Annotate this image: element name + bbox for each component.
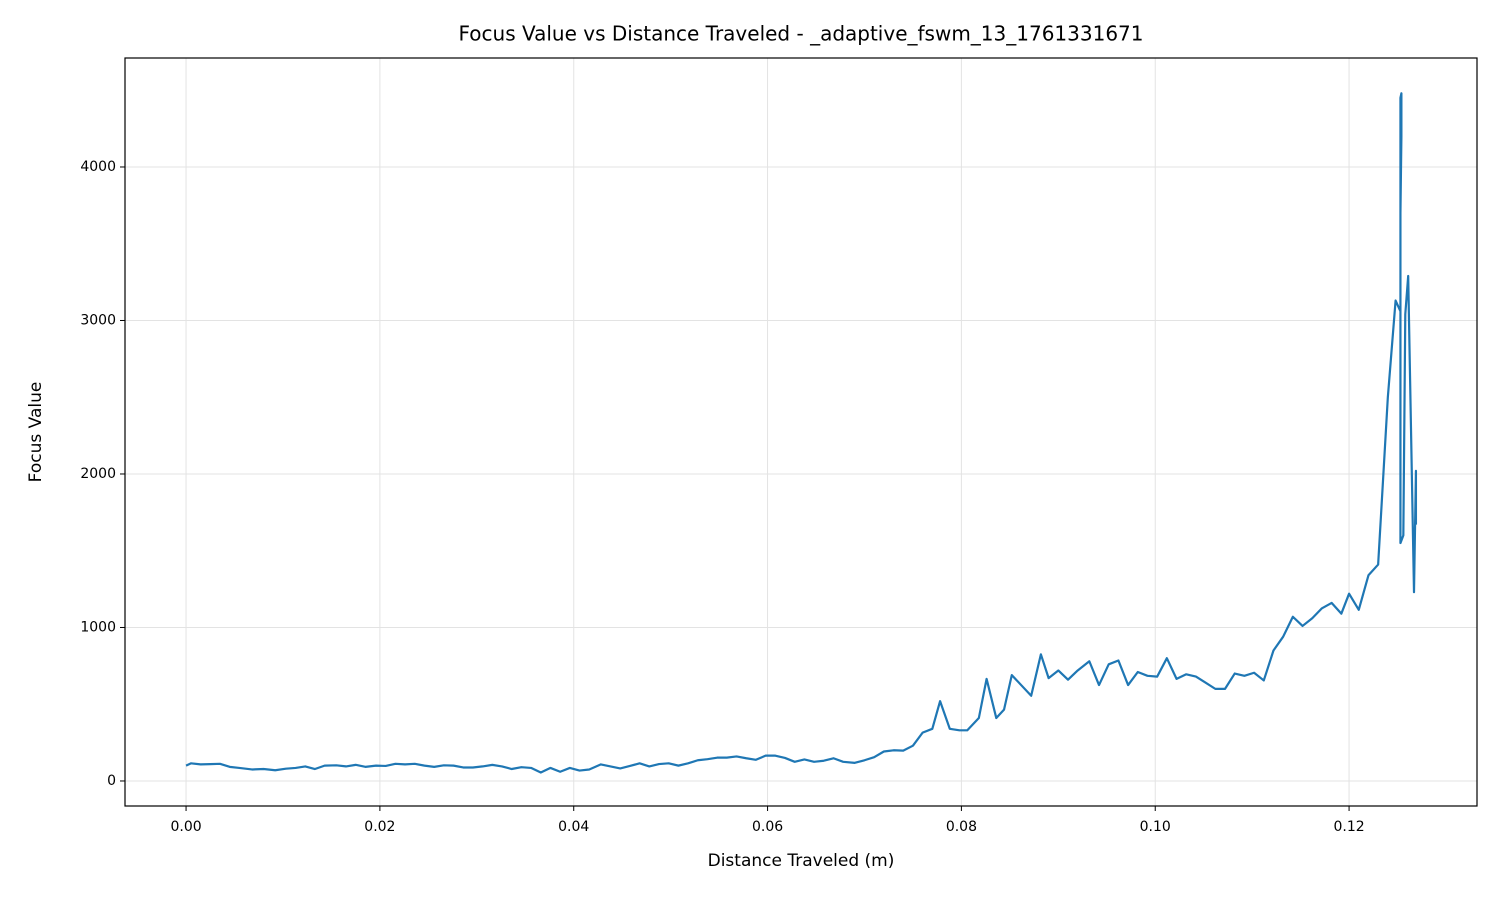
x-tick-label: 0.00 <box>170 819 201 835</box>
y-tick-label: 3000 <box>80 312 116 328</box>
x-tick-label: 0.12 <box>1333 819 1364 835</box>
y-axis-label: Focus Value <box>26 382 46 483</box>
x-axis-label: Distance Traveled (m) <box>708 851 895 871</box>
grid <box>125 58 1477 806</box>
chart-title: Focus Value vs Distance Traveled - _adap… <box>459 22 1144 46</box>
x-tick-label: 0.02 <box>364 819 395 835</box>
y-tick-label: 0 <box>107 773 116 789</box>
x-tick-label: 0.04 <box>558 819 589 835</box>
x-tick-label: 0.06 <box>752 819 783 835</box>
y-tick-label: 2000 <box>80 466 116 482</box>
y-tick-label: 1000 <box>80 619 116 635</box>
y-tick-label: 4000 <box>80 159 116 175</box>
x-tick-label: 0.10 <box>1140 819 1171 835</box>
data-line <box>185 92 1418 774</box>
x-tick-label: 0.08 <box>946 819 977 835</box>
plot-frame <box>124 57 1478 807</box>
